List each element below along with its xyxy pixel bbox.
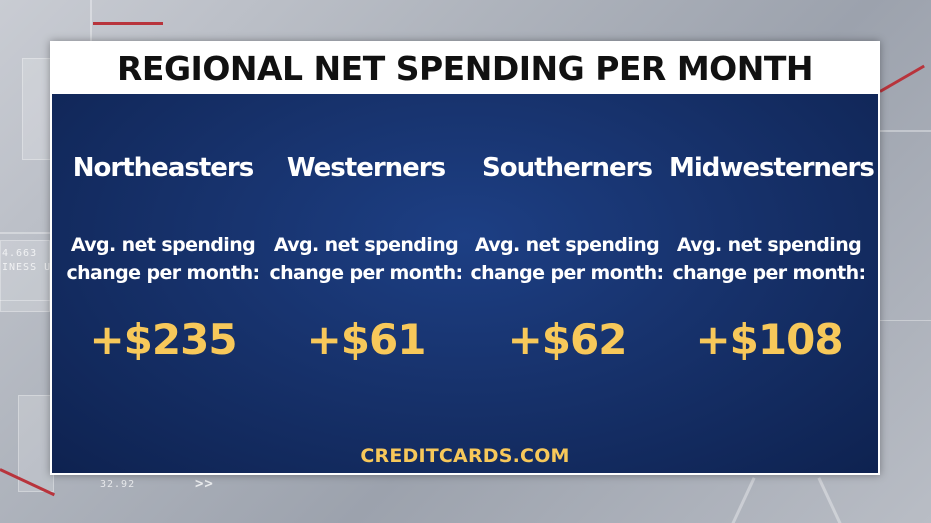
page-title: REGIONAL NET SPENDING PER MONTH (117, 49, 813, 88)
description-line: change per month: (269, 262, 463, 284)
region-value: +$61 (306, 315, 427, 364)
background-line (727, 477, 756, 523)
region-name: Northeasters (72, 153, 254, 183)
background-red-stripe (879, 64, 925, 93)
background-panel (0, 240, 50, 312)
region-description: Avg. net spending change per month: (63, 231, 263, 287)
background-line (90, 0, 92, 42)
background-text: 4.663 (2, 248, 38, 259)
background-text: 32.92 (100, 479, 136, 490)
description-line: change per month: (66, 262, 260, 284)
background-line (880, 320, 931, 321)
background-line (880, 130, 931, 132)
region-name: Midwesterners (669, 153, 875, 183)
region-value: +$62 (507, 315, 628, 364)
region-description: Avg. net spending change per month: (669, 231, 869, 287)
background-line (817, 477, 846, 523)
description-line: change per month: (470, 262, 664, 284)
region-name: Southerners (482, 153, 653, 183)
description-line: change per month: (672, 262, 866, 284)
region-column-south: Southerners Avg. net spending change per… (467, 151, 667, 364)
region-column-northeast: Northeasters Avg. net spending change pe… (63, 151, 263, 364)
region-column-midwest: Midwesterners Avg. net spending change p… (669, 151, 875, 364)
info-card: REGIONAL NET SPENDING PER MONTH Northeas… (50, 41, 880, 475)
region-description: Avg. net spending change per month: (266, 231, 466, 287)
region-value: +$235 (89, 315, 237, 364)
chevron-icon: >> (195, 476, 214, 492)
region-description: Avg. net spending change per month: (467, 231, 667, 287)
background-panel (18, 395, 54, 492)
title-bar: REGIONAL NET SPENDING PER MONTH (52, 43, 878, 94)
region-name: Westerners (286, 153, 446, 183)
description-line: Avg. net spending (70, 234, 256, 256)
region-column-west: Westerners Avg. net spending change per … (266, 151, 466, 364)
background-text: INESS U (2, 262, 52, 273)
description-line: Avg. net spending (474, 234, 660, 256)
background-red-stripe (93, 22, 163, 25)
region-value: +$108 (695, 315, 843, 364)
background-line (0, 232, 52, 234)
source-credit: CREDITCARDS.COM (360, 445, 570, 467)
description-line: Avg. net spending (676, 234, 862, 256)
background-line (0, 300, 52, 301)
description-line: Avg. net spending (273, 234, 459, 256)
